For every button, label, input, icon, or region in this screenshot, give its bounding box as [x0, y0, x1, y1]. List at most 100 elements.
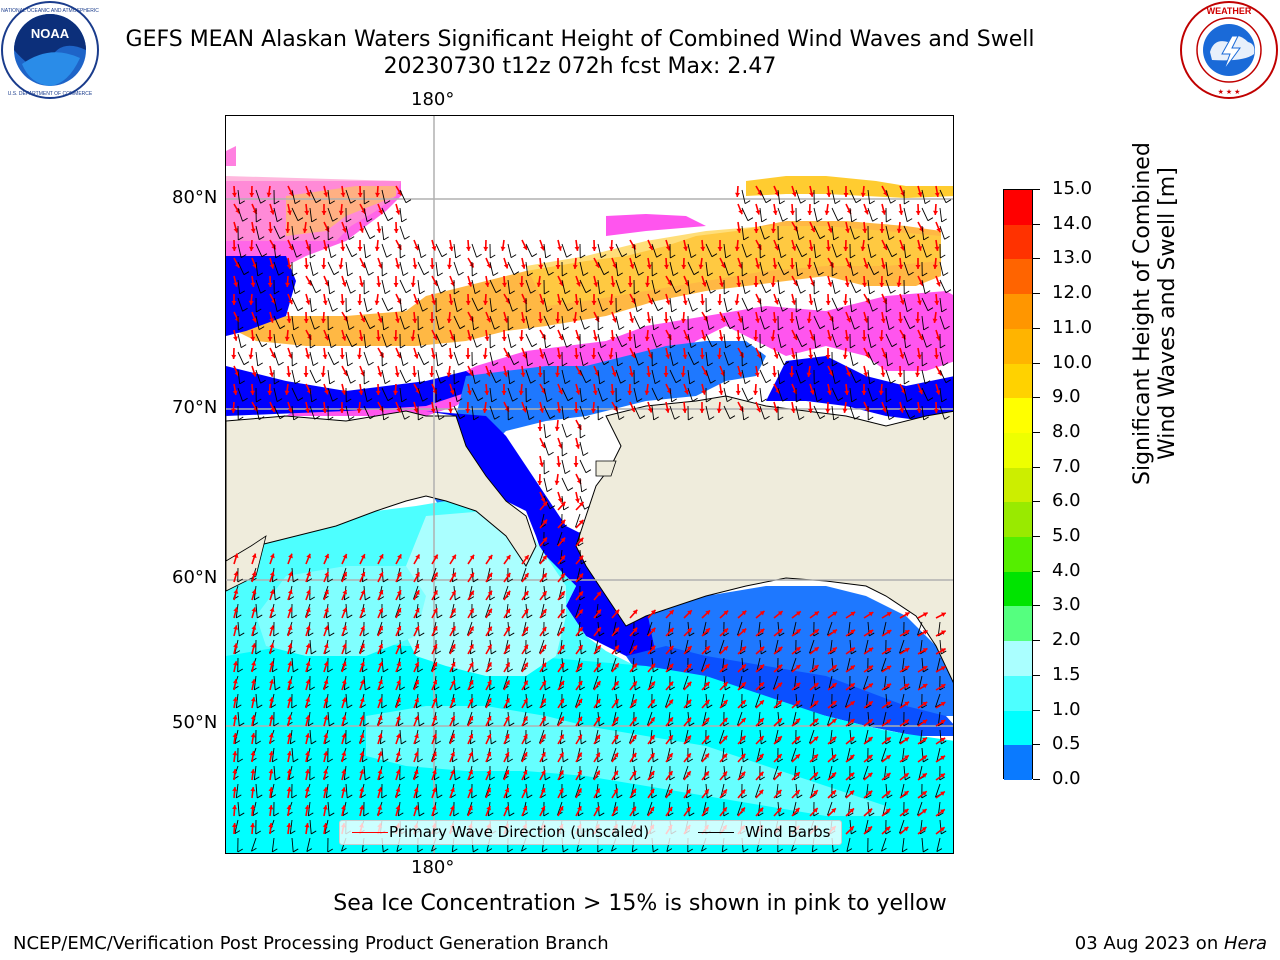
wind-barb [903, 405, 911, 419]
wave-arrow-head [718, 336, 724, 341]
wind-barb [665, 783, 671, 798]
wave-arrow-head [789, 372, 795, 377]
wind-barb-flag [419, 290, 425, 295]
wind-barb-flag [674, 325, 680, 330]
wave-arrow-head [305, 245, 311, 251]
wave-arrow-head [447, 408, 453, 413]
wind-barb-flag [812, 758, 818, 763]
wave-arrow-head [306, 191, 311, 197]
colorbar-tick-label: 2.0 [1052, 629, 1081, 651]
wind-barb-flag [396, 578, 403, 583]
wave-arrow-head [574, 300, 580, 305]
wind-barb [525, 315, 530, 330]
wind-barb-flag [310, 254, 316, 259]
colorbar-label-line2: Wind Waves and Swell [m] [1155, 167, 1180, 461]
wave-arrow-head [649, 788, 655, 794]
wind-barb-flag [868, 812, 875, 817]
wave-arrow-head [377, 751, 383, 757]
wave-arrow-head [629, 264, 635, 269]
wind-barb-flag [639, 325, 646, 330]
wave-arrow-head [450, 787, 455, 793]
wave-arrow-head [777, 700, 783, 706]
wind-barb-flag [364, 380, 370, 385]
wave-arrow-head [687, 610, 692, 615]
wind-barb-flag [758, 632, 764, 637]
wind-barb-flag [944, 235, 950, 240]
wind-barb-flag [544, 290, 550, 295]
wind-barb-flag [381, 614, 387, 619]
wave-arrow-head [663, 373, 669, 377]
wave-arrow-head [831, 736, 837, 742]
wind-barb [237, 711, 240, 726]
colorbar-segment [1004, 432, 1032, 469]
wind-barb-flag [351, 343, 358, 348]
wind-barb-flag [762, 272, 769, 277]
wave-arrow-head [686, 807, 691, 812]
wave-arrow-head [791, 246, 797, 251]
wind-barb-flag [854, 235, 860, 240]
wind-barb [813, 315, 821, 329]
wave-arrow-head [288, 571, 293, 577]
footer-date: 03 Aug 2023 on Hera [1075, 933, 1267, 954]
wind-barb [543, 261, 549, 276]
wind-barb-flag [278, 361, 284, 366]
colorbar-segment [1004, 398, 1032, 434]
wave-arrow-head [557, 300, 562, 305]
wave-arrow-head [649, 806, 654, 812]
wind-barb-flag [273, 722, 279, 727]
wave-arrow-head [734, 300, 740, 305]
wind-barb-flag [743, 326, 749, 331]
wave-arrow-head [668, 681, 674, 687]
wind-barb-flag [778, 722, 785, 727]
wind-barb-flag [384, 290, 391, 295]
wave-arrow-head [360, 317, 366, 323]
wave-arrow-head [560, 627, 565, 632]
wind-barb [543, 333, 547, 348]
wave-arrow-head [560, 555, 565, 561]
wind-barb [363, 315, 371, 329]
wave-arrow-head [758, 807, 764, 813]
wind-barb-flag [270, 794, 277, 799]
wave-arrow-head [665, 300, 671, 305]
wind-barb [579, 441, 584, 456]
wave-arrow-head [523, 680, 528, 686]
wind-barb-flag [288, 596, 295, 601]
wave-arrow-head [885, 790, 891, 796]
wave-arrow-head [468, 698, 474, 703]
wind-barb-flag [314, 325, 320, 330]
wind-barb [453, 261, 459, 276]
wind-barb [687, 261, 695, 275]
wave-arrow-head [560, 591, 565, 596]
wind-barb-flag [764, 325, 770, 330]
wave-arrow-head [306, 553, 311, 559]
wave-arrow-head [233, 553, 239, 559]
wind-barb [903, 297, 908, 312]
wave-arrow-head [518, 390, 524, 395]
wave-arrow-head [559, 680, 565, 686]
wind-barb-flag [611, 847, 617, 852]
wind-barb-flag [438, 326, 445, 331]
wind-barb-flag [405, 289, 412, 294]
wave-arrow-head [287, 715, 292, 720]
wind-barb [903, 765, 906, 780]
wind-barb [831, 243, 837, 258]
wind-barb-flag [311, 398, 317, 403]
wind-barb-flag [747, 397, 754, 402]
wind-barb-flag [705, 650, 711, 655]
wind-barb-flag [761, 218, 767, 223]
wave-arrow-head [378, 209, 383, 215]
wave-arrow-head [557, 246, 563, 251]
lat-label-80n: 80°N [172, 187, 218, 208]
colorbar-tick-label: 5.0 [1052, 525, 1081, 547]
wind-barb [885, 261, 889, 276]
wind-barb-flag [778, 632, 785, 637]
wind-barb [827, 621, 833, 636]
wave-arrow-head [341, 769, 347, 774]
wind-barb-flag [315, 379, 322, 384]
wind-barb-flag [346, 218, 352, 223]
wind-barb-flag [723, 722, 729, 727]
wind-barb [363, 387, 368, 402]
wind-barb-flag [326, 794, 332, 799]
wave-arrow-head [501, 282, 507, 287]
wind-barb [255, 369, 261, 384]
